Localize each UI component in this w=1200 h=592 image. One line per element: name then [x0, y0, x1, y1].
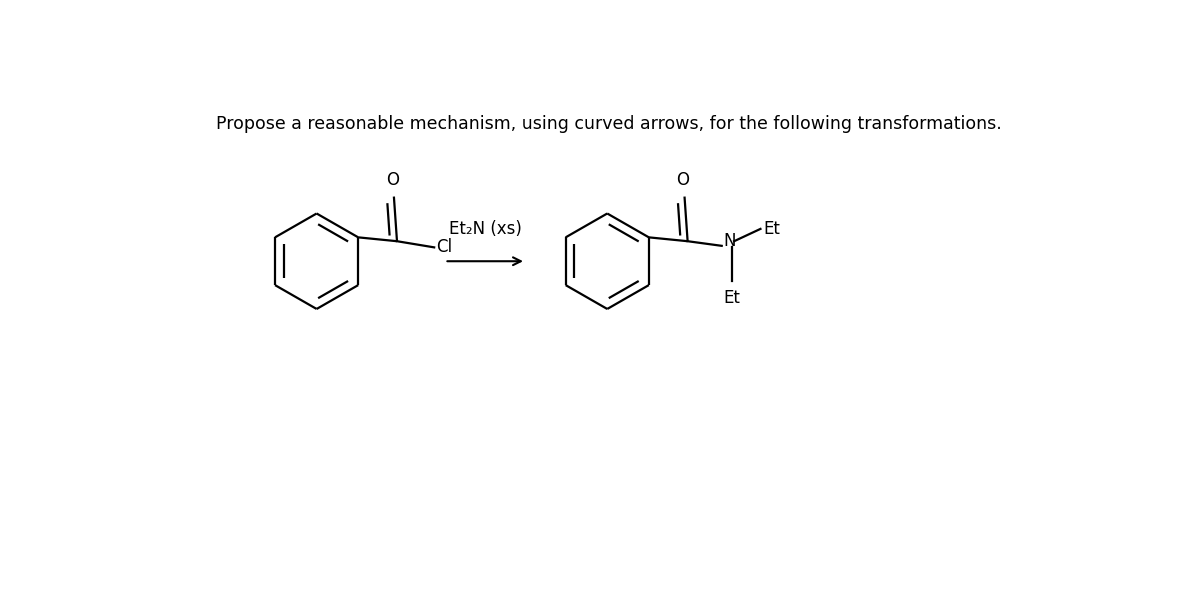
Text: Cl: Cl [437, 239, 452, 256]
Text: O: O [677, 171, 690, 189]
Text: Et: Et [763, 220, 780, 238]
Text: N: N [724, 232, 736, 250]
Text: Propose a reasonable mechanism, using curved arrows, for the following transform: Propose a reasonable mechanism, using cu… [216, 115, 1002, 133]
Text: O: O [386, 171, 398, 189]
Text: Et₂N (xs): Et₂N (xs) [449, 220, 522, 238]
Text: Et: Et [724, 289, 740, 307]
